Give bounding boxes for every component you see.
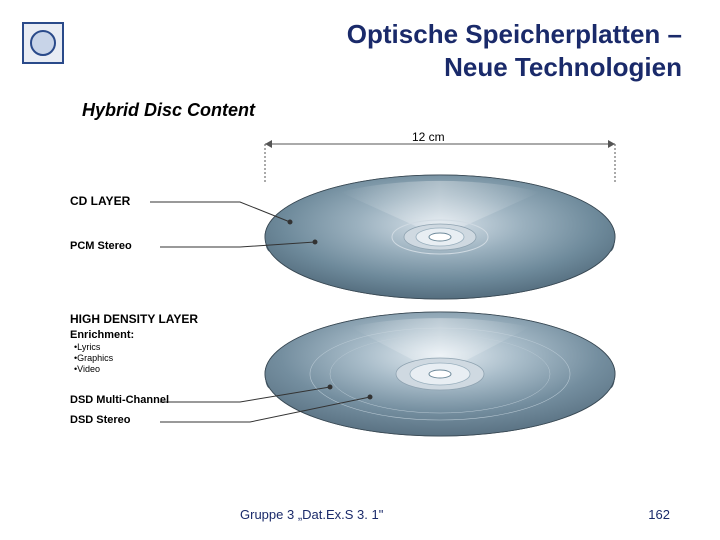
cd-layer-label: CD LAYER	[70, 194, 130, 208]
cd-layer-disc	[265, 175, 615, 299]
dsd-stereo-label: DSD Stereo	[70, 414, 131, 426]
enrich-item-2: •Video	[74, 364, 100, 374]
logo-inner	[30, 30, 56, 56]
university-logo	[22, 22, 64, 64]
enrich-item-0: •Lyrics	[74, 342, 100, 352]
footer-page: 162	[648, 507, 670, 522]
pcm-stereo-label: PCM Stereo	[70, 240, 132, 252]
content-heading: Hybrid Disc Content	[82, 100, 255, 121]
dsd-multichannel-label: DSD Multi-Channel	[70, 394, 169, 406]
title-line-1: Optische Speicherplatten –	[347, 18, 682, 51]
high-density-label: HIGH DENSITY LAYER	[70, 312, 198, 326]
enrichment-label: Enrichment:	[70, 329, 134, 341]
footer-group: Gruppe 3 „Dat.Ex.S 3. 1"	[240, 507, 383, 522]
width-label: 12 cm	[412, 130, 445, 144]
title-line-2: Neue Technologien	[347, 51, 682, 84]
high-density-layer-disc	[265, 312, 615, 436]
slide-title: Optische Speicherplatten – Neue Technolo…	[347, 18, 682, 83]
hybrid-disc-diagram: 12 cm CD LAYER PCM Stereo HIGH DENSITY L…	[60, 122, 660, 482]
disc-svg	[60, 122, 660, 482]
enrich-item-1: •Graphics	[74, 353, 113, 363]
